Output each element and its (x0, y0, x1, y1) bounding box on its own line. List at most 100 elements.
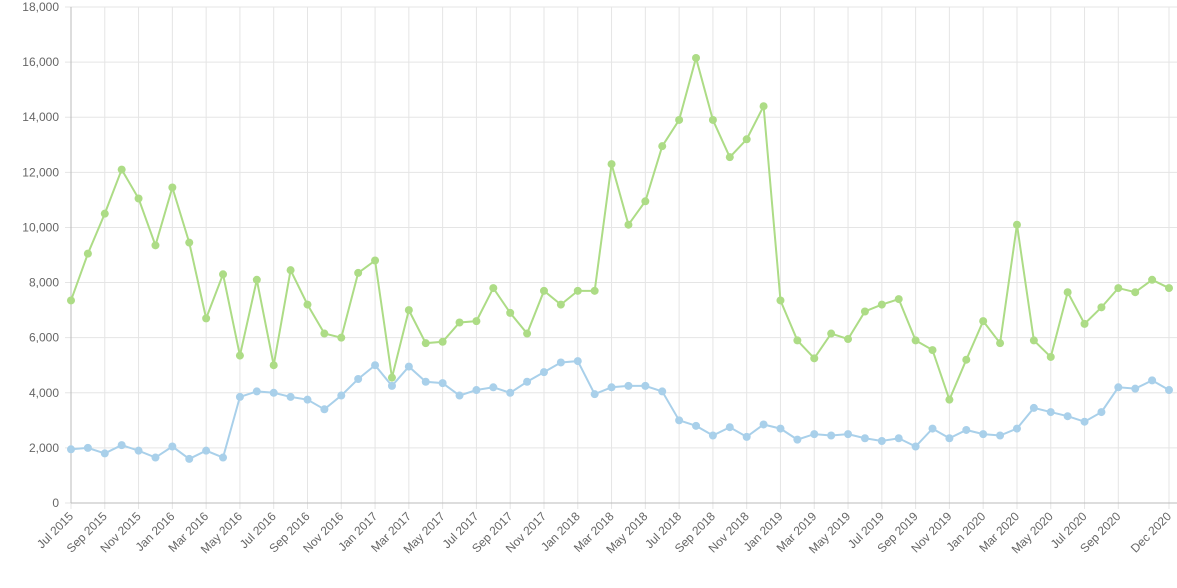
y-tick-label: 4,000 (29, 386, 59, 400)
data-point (100, 209, 109, 218)
data-point (641, 381, 650, 390)
data-point (1063, 412, 1072, 421)
data-point (708, 431, 717, 440)
data-point (877, 300, 886, 309)
y-tick-label: 12,000 (22, 165, 59, 179)
data-point (962, 425, 971, 434)
data-point (539, 286, 548, 295)
data-point (877, 437, 886, 445)
data-point (421, 377, 430, 386)
data-point (219, 453, 228, 462)
data-point (286, 266, 295, 275)
data-point (1046, 408, 1055, 417)
data-point (202, 446, 211, 455)
data-point (219, 270, 228, 279)
data-point (235, 392, 244, 401)
data-point (320, 329, 329, 338)
data-point (286, 392, 295, 401)
data-point (134, 194, 143, 203)
data-point (83, 249, 92, 258)
data-point (523, 329, 532, 338)
data-point (607, 160, 616, 169)
y-tick-label: 18,000 (22, 0, 59, 14)
x-tick-label: Dec 2020 (1128, 509, 1174, 555)
data-point (658, 142, 667, 151)
data-point (252, 275, 261, 284)
y-tick-label: 14,000 (22, 110, 59, 124)
data-point (742, 135, 751, 144)
data-point (472, 386, 481, 395)
data-point (438, 379, 447, 388)
data-point (844, 430, 853, 439)
y-tick-label: 6,000 (29, 331, 59, 345)
data-point (979, 430, 988, 439)
data-point (489, 383, 498, 392)
data-point (506, 388, 515, 397)
data-point (793, 435, 802, 444)
data-point (759, 420, 768, 429)
data-point (1114, 284, 1123, 293)
data-point (742, 432, 751, 441)
data-point (269, 361, 278, 370)
data-point (945, 395, 954, 404)
data-point (1012, 424, 1021, 433)
data-point (387, 373, 396, 382)
data-point (624, 381, 633, 390)
data-point (793, 336, 802, 345)
data-point (1165, 386, 1173, 395)
data-point (759, 102, 768, 111)
data-point (725, 153, 734, 162)
data-point (810, 354, 819, 363)
data-point (573, 286, 582, 295)
data-point (1029, 403, 1038, 412)
data-point (134, 446, 143, 455)
data-point (776, 296, 785, 305)
y-tick-label: 8,000 (29, 276, 59, 290)
data-point (962, 355, 971, 364)
data-point (810, 430, 819, 439)
data-point (928, 424, 937, 433)
data-point (1097, 408, 1106, 417)
data-point (1063, 288, 1072, 297)
data-point (269, 388, 278, 397)
data-point (692, 421, 701, 430)
data-point (911, 336, 920, 345)
data-point (590, 390, 599, 399)
data-point (1012, 220, 1021, 229)
data-point (455, 391, 464, 400)
data-point (1165, 284, 1173, 293)
data-point (67, 296, 75, 305)
data-point (252, 387, 261, 396)
data-point (438, 337, 447, 346)
data-point (692, 53, 701, 62)
data-point (827, 431, 836, 440)
data-point (472, 317, 481, 326)
data-point (506, 308, 515, 317)
data-point (675, 416, 684, 425)
data-point (455, 318, 464, 327)
data-point (1131, 384, 1140, 393)
data-point (996, 339, 1005, 348)
data-point (675, 115, 684, 124)
data-point (371, 361, 380, 370)
data-point (556, 358, 565, 367)
data-point (371, 256, 380, 265)
data-point (1029, 336, 1038, 345)
y-tick-label: 0 (52, 496, 59, 510)
data-point (1131, 288, 1140, 297)
data-point (708, 115, 717, 124)
data-point (67, 445, 75, 454)
data-point (404, 306, 413, 315)
data-point (202, 314, 211, 323)
data-point (860, 307, 869, 316)
data-point (776, 424, 785, 433)
y-tick-label: 16,000 (22, 55, 59, 69)
data-point (641, 197, 650, 206)
data-point (844, 335, 853, 344)
data-point (100, 449, 109, 458)
data-point (1046, 352, 1055, 361)
data-point (421, 339, 430, 348)
data-point (117, 441, 126, 450)
data-point (556, 300, 565, 309)
